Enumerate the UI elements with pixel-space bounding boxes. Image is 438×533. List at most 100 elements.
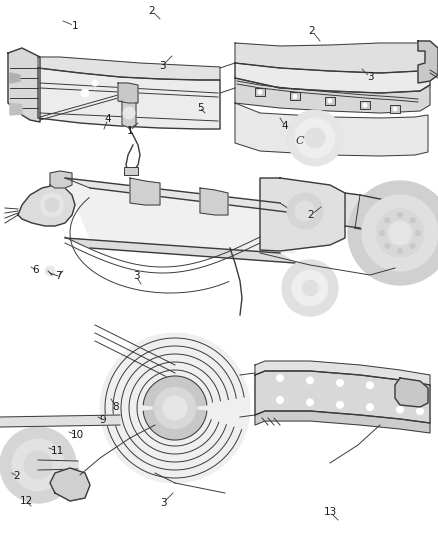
Polygon shape — [50, 468, 90, 501]
Circle shape — [396, 384, 403, 391]
Bar — [290, 92, 300, 100]
Circle shape — [258, 90, 262, 94]
Circle shape — [348, 181, 438, 285]
Polygon shape — [255, 411, 430, 433]
Circle shape — [302, 280, 318, 296]
Text: 6: 6 — [33, 265, 39, 275]
Circle shape — [362, 195, 438, 271]
Polygon shape — [65, 178, 295, 253]
Polygon shape — [0, 415, 120, 427]
Text: 4: 4 — [282, 121, 288, 131]
Circle shape — [292, 270, 328, 306]
Text: 10: 10 — [71, 430, 84, 440]
Circle shape — [307, 399, 314, 406]
Circle shape — [336, 401, 343, 408]
Circle shape — [416, 230, 420, 236]
Circle shape — [282, 260, 338, 316]
Circle shape — [293, 94, 297, 99]
Circle shape — [417, 386, 424, 393]
Circle shape — [153, 386, 197, 430]
Circle shape — [396, 406, 403, 413]
Polygon shape — [235, 63, 430, 93]
Text: 2: 2 — [148, 6, 155, 16]
Circle shape — [398, 213, 403, 217]
Circle shape — [295, 201, 315, 221]
Polygon shape — [235, 78, 430, 113]
Circle shape — [45, 266, 55, 276]
Circle shape — [379, 230, 385, 236]
Circle shape — [393, 107, 397, 111]
Circle shape — [388, 221, 412, 245]
Circle shape — [92, 80, 98, 86]
Polygon shape — [143, 376, 207, 406]
Circle shape — [417, 408, 424, 415]
Circle shape — [0, 427, 76, 503]
Bar — [325, 97, 335, 105]
Circle shape — [276, 397, 283, 403]
Circle shape — [367, 403, 374, 411]
Text: 2: 2 — [14, 471, 20, 481]
Text: 4: 4 — [105, 114, 111, 124]
Circle shape — [276, 375, 283, 382]
Circle shape — [307, 377, 314, 384]
Circle shape — [385, 243, 390, 248]
Circle shape — [398, 248, 403, 254]
Circle shape — [376, 209, 424, 257]
Bar — [255, 88, 265, 96]
Polygon shape — [18, 185, 75, 226]
Polygon shape — [235, 103, 428, 156]
Polygon shape — [10, 73, 20, 83]
Text: 5: 5 — [197, 103, 203, 113]
Circle shape — [40, 193, 64, 217]
Text: 3: 3 — [133, 271, 139, 281]
Polygon shape — [50, 171, 72, 188]
Polygon shape — [260, 178, 345, 251]
Text: 2: 2 — [309, 26, 315, 36]
Text: 11: 11 — [50, 446, 64, 456]
Circle shape — [24, 451, 52, 479]
Polygon shape — [345, 193, 360, 228]
Circle shape — [410, 243, 415, 248]
Polygon shape — [143, 410, 207, 440]
Text: 7: 7 — [55, 271, 61, 281]
Circle shape — [287, 110, 343, 166]
Circle shape — [12, 439, 64, 491]
Text: 1: 1 — [72, 21, 78, 31]
Text: C: C — [296, 136, 304, 146]
Polygon shape — [10, 103, 22, 115]
Text: 2: 2 — [307, 210, 314, 220]
Polygon shape — [418, 41, 438, 83]
Text: 9: 9 — [100, 415, 106, 425]
Circle shape — [363, 103, 367, 107]
Text: 3: 3 — [367, 72, 373, 82]
Circle shape — [45, 198, 59, 212]
Polygon shape — [130, 178, 160, 205]
Circle shape — [163, 396, 187, 420]
Polygon shape — [38, 68, 220, 129]
Circle shape — [336, 379, 343, 386]
Polygon shape — [355, 195, 390, 233]
Circle shape — [410, 218, 415, 223]
Circle shape — [123, 107, 135, 119]
Polygon shape — [395, 378, 428, 407]
Bar — [124, 167, 138, 175]
Polygon shape — [65, 178, 295, 213]
Polygon shape — [200, 188, 228, 215]
Text: 3: 3 — [159, 61, 165, 71]
Text: 8: 8 — [113, 402, 119, 412]
Polygon shape — [65, 238, 295, 263]
Polygon shape — [118, 83, 138, 103]
Polygon shape — [38, 460, 78, 470]
Polygon shape — [122, 101, 136, 128]
Circle shape — [305, 128, 325, 148]
Circle shape — [385, 218, 390, 223]
Text: 12: 12 — [19, 496, 32, 506]
Circle shape — [81, 89, 89, 97]
Text: 3: 3 — [160, 498, 166, 508]
Bar — [390, 105, 400, 113]
Bar — [360, 101, 370, 109]
Polygon shape — [255, 371, 430, 423]
Text: 1: 1 — [127, 126, 133, 136]
Circle shape — [287, 193, 323, 229]
Polygon shape — [38, 57, 220, 80]
